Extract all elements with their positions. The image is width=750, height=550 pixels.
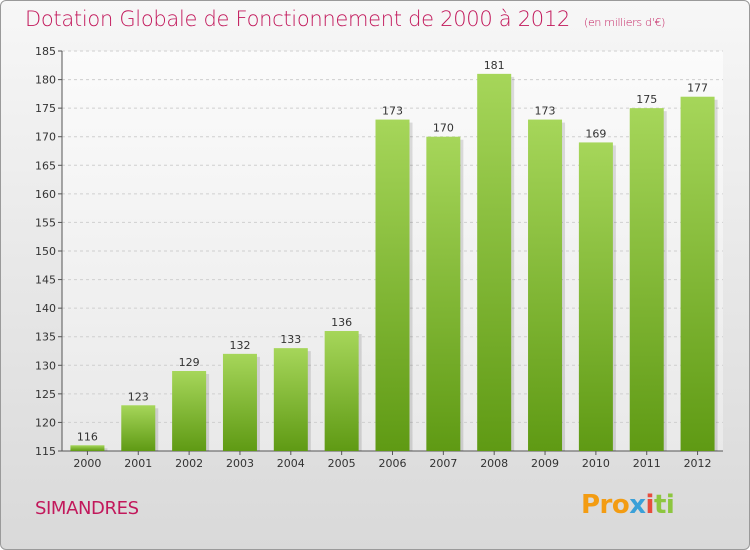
y-tick-label: 170 [35,131,56,144]
bar [629,108,664,452]
bar [222,353,257,451]
data-label: 173 [535,105,556,118]
logo-part-1: Pro [581,490,630,520]
data-label: 132 [229,339,250,352]
proxiti-logo: Proxiti [581,490,675,520]
data-label: 136 [331,316,352,329]
bar [477,73,512,451]
bar [680,96,715,451]
logo-part-4: ti [653,490,675,520]
data-label: 177 [687,82,708,95]
logo-part-2: x [629,490,646,520]
y-tick-label: 155 [35,216,56,229]
x-tick-label: 2004 [277,457,305,470]
y-tick-label: 175 [35,102,56,115]
chart-title-text: Dotation Globale de Fonctionnement de 20… [25,7,570,31]
x-tick-label: 2010 [582,457,610,470]
x-tick-label: 2005 [328,457,356,470]
y-tick-label: 125 [35,388,56,401]
y-tick-label: 180 [35,74,56,87]
bar [70,445,105,451]
x-tick-label: 2012 [684,457,712,470]
data-label: 173 [382,105,403,118]
bar [273,348,308,451]
x-tick-label: 2002 [175,457,203,470]
x-tick-label: 2011 [633,457,661,470]
bar [426,136,461,451]
y-tick-label: 140 [35,302,56,315]
y-tick-label: 115 [35,445,56,458]
x-tick-label: 2000 [73,457,101,470]
y-tick-label: 120 [35,416,56,429]
x-tick-label: 2001 [124,457,152,470]
bar [324,331,359,451]
data-label: 175 [636,93,657,106]
data-label: 169 [585,127,606,140]
data-label: 133 [280,333,301,346]
bar [121,405,156,451]
data-label: 116 [77,430,98,443]
data-label: 123 [128,390,149,403]
y-tick-label: 150 [35,245,56,258]
y-tick-label: 135 [35,331,56,344]
logo-part-3: i [645,490,655,520]
y-tick-label: 160 [35,188,56,201]
chart-title: Dotation Globale de Fonctionnement de 20… [25,7,665,31]
y-tick-label: 165 [35,159,56,172]
bar [375,119,410,452]
y-tick-label: 185 [35,45,56,58]
bar [578,142,613,451]
bar [528,119,563,452]
bar [172,371,207,451]
x-tick-label: 2007 [429,457,457,470]
commune-name: SIMANDRES [35,498,139,519]
data-label: 170 [433,122,454,135]
x-tick-label: 2009 [531,457,559,470]
x-tick-label: 2003 [226,457,254,470]
data-label: 129 [179,356,200,369]
chart-unit: (en milliers d'€) [583,16,666,29]
y-tick-label: 145 [35,274,56,287]
x-tick-label: 2008 [480,457,508,470]
y-tick-label: 130 [35,359,56,372]
data-label: 181 [484,59,505,72]
x-tick-label: 2006 [379,457,407,470]
